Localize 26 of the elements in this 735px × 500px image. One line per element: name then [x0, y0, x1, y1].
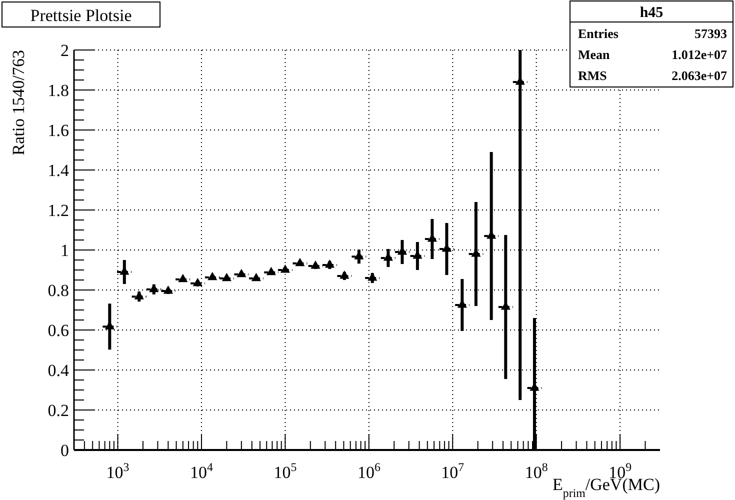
- x-tick-label: 10$^{7}$: [441, 460, 464, 482]
- x-tick-label: 10$^{4}$: [190, 460, 214, 482]
- annotation: Mean: [578, 47, 611, 62]
- y-tick-label: 1.8: [48, 81, 69, 100]
- x-tick-label: 10$^{3}$: [106, 460, 130, 482]
- y-tick-label: 0.4: [48, 361, 70, 380]
- annotation: RMS: [578, 68, 607, 83]
- x-tick-label: 10$^{6}$: [357, 460, 380, 482]
- text: 1.012e+07: [672, 47, 728, 62]
- y-tick-label: 1.4: [48, 161, 70, 180]
- y-tick-label: 2: [60, 41, 69, 60]
- y-tick-label: 0.6: [48, 321, 69, 340]
- y-tick-label: 1.2: [48, 201, 69, 220]
- y-tick-label: 1.6: [48, 121, 69, 140]
- text: h45: [640, 5, 664, 21]
- x-tick-label: 10$^{8}$: [524, 460, 548, 482]
- text: Entries: [578, 26, 618, 41]
- y-tick-label: 0.2: [48, 401, 69, 420]
- y-axis-title: Ratio 1540/763: [9, 50, 28, 156]
- y-tick-label: 0.8: [48, 281, 69, 300]
- text: 2.063e+07: [672, 68, 728, 83]
- text: 57393: [694, 26, 728, 41]
- x-tick-label: 10$^{5}$: [274, 460, 297, 482]
- y-tick-label: 1: [60, 241, 69, 260]
- chart-title: Prettsie Plotsie: [30, 6, 132, 25]
- y-tick-label: 0: [60, 441, 69, 460]
